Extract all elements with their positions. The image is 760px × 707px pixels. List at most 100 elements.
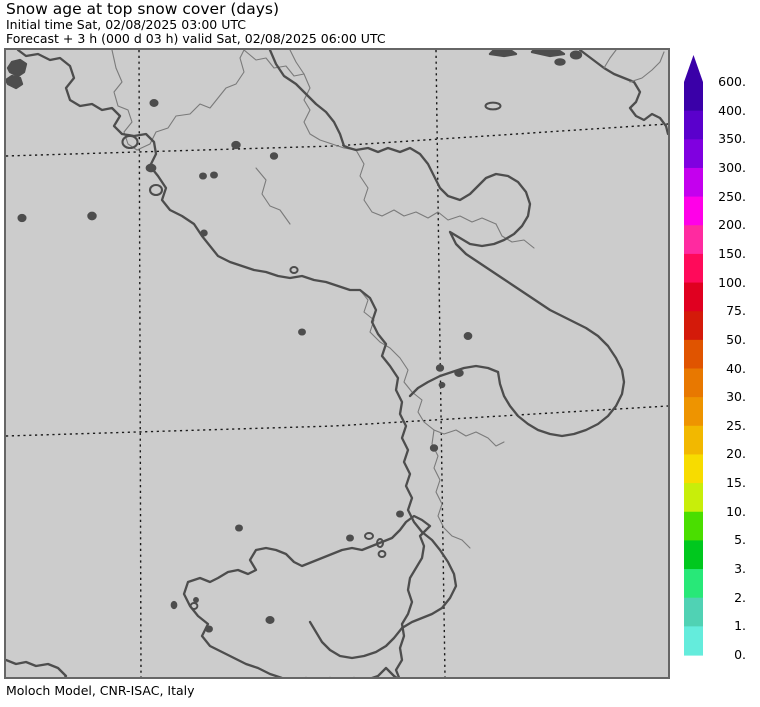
lake-abruzzo-b — [210, 171, 218, 179]
colorbar-tick-label: 1. — [734, 618, 746, 634]
coastline-sicily — [182, 514, 432, 677]
colorbar-band — [684, 253, 703, 284]
lake-bolsena — [121, 134, 139, 150]
boundary-molise-puglia — [495, 223, 535, 249]
colorbar-tick-label: 100. — [718, 274, 746, 290]
colorbar-tick-label: 30. — [726, 388, 746, 404]
colorbar-tick-label: 40. — [726, 360, 746, 376]
boundary-lazio-inland — [255, 167, 291, 225]
lake-small-umbria — [149, 99, 159, 107]
lake-molise — [231, 140, 241, 150]
coastline-croatia-inland-b — [629, 51, 665, 83]
colorbar-band — [684, 282, 703, 312]
colorbar-tick-label: 10. — [726, 503, 746, 519]
island-tremiti — [484, 101, 502, 111]
colorbar-tick-label: 350. — [718, 131, 746, 147]
colorbar-svg — [684, 55, 703, 656]
island-ustica — [346, 534, 354, 542]
boundary-abruzzo-molise — [355, 149, 497, 225]
colorbar-tick-label: 250. — [718, 188, 746, 204]
colorbar-tick-labels: 600. 400. 350. 300. 250. 200. 150. 100. 75. 50. 40… — [716, 50, 760, 670]
colorbar-band — [684, 167, 703, 198]
colorbar-tick-label: 600. — [718, 73, 746, 89]
boundary-campania-basilicata — [359, 289, 435, 431]
lake-puglia — [463, 332, 473, 340]
colorbar-band — [684, 311, 703, 341]
island-egadi-a — [170, 600, 178, 610]
coastline-croatia-inland — [603, 50, 617, 69]
boundary-basilicata-calabria — [431, 429, 471, 549]
coastline-tuscan-islands-a — [6, 58, 28, 78]
island-aeolian-c — [377, 550, 387, 558]
lake-trasimeno — [145, 163, 157, 173]
colorbar-band — [684, 368, 703, 398]
lake-abruzzo-a — [199, 172, 207, 180]
colorbar-tick-label: 20. — [726, 446, 746, 462]
island-dalmatia-d — [569, 50, 583, 60]
colorbar-tick-label: 200. — [718, 217, 746, 232]
graticule-parallel-40n — [6, 405, 668, 437]
lake-bracciano — [148, 183, 164, 197]
lake-basilicata-a — [435, 364, 445, 372]
island-egadi-c — [193, 597, 199, 603]
model-credit: Moloch Model, CNR-ISAC, Italy — [6, 683, 195, 698]
island-sicily-inland-b — [205, 625, 213, 633]
colorbar-band — [684, 454, 703, 484]
colorbar-tick-label: 400. — [718, 102, 746, 118]
map-canvas[interactable] — [4, 48, 670, 679]
colorbar-tick-label: 2. — [734, 589, 746, 605]
island-egadi-b — [189, 602, 199, 610]
coastline-ionian-gulf — [408, 364, 500, 398]
colorbar-band — [684, 597, 703, 627]
lake-marche — [269, 152, 279, 160]
island-dalmatia-b — [530, 50, 566, 58]
colorbar — [678, 50, 710, 662]
colorbar-tick-label: 3. — [734, 560, 746, 576]
lake-basilicata-c — [438, 381, 446, 389]
colorbar-tick-label: 5. — [734, 532, 746, 548]
island-ponza — [298, 328, 306, 336]
graticule-parallel-42n — [6, 123, 668, 157]
lake-fucino — [200, 229, 208, 237]
island-alicudi — [396, 510, 404, 518]
colorbar-band — [684, 425, 703, 456]
colorbar-band — [684, 82, 703, 112]
map-background — [6, 50, 668, 677]
colorbar-band — [684, 540, 703, 570]
colorbar-tick-label: 50. — [726, 331, 746, 347]
colorbar-band — [684, 139, 703, 169]
boundary-marche-north — [243, 50, 305, 77]
colorbar-band — [684, 483, 703, 513]
colorbar-overflow-arrow — [684, 55, 703, 82]
island-tyrrhenian-a — [235, 524, 243, 532]
colorbar-tick-label: 75. — [726, 302, 746, 318]
colorbar-band — [684, 626, 703, 656]
boundary-umbria-marche — [136, 50, 245, 151]
colorbar-tick-label: 300. — [718, 159, 746, 175]
initial-time-line: Initial time Sat, 02/08/2025 03:00 UTC — [6, 17, 247, 32]
colorbar-tick-label: 25. — [726, 417, 746, 433]
island-dalmatia-a — [488, 50, 518, 58]
island-aeolian-b — [376, 538, 384, 548]
coastline-adriatic — [268, 50, 626, 438]
colorbar-tick-label: 15. — [726, 474, 746, 490]
colorbar-band — [684, 225, 703, 255]
forecast-valid-line: Forecast + 3 h (000 d 03 h) valid Sat, 0… — [6, 30, 386, 46]
colorbar-band — [684, 196, 703, 226]
colorbar-tick-label: 150. — [718, 245, 746, 261]
colorbar-band — [684, 110, 703, 140]
island-giglio — [17, 213, 27, 223]
boundary-basilicata-puglia — [433, 429, 505, 447]
map-panel[interactable] — [4, 48, 670, 679]
coastline-sardinia-edge — [6, 658, 68, 677]
coastlines — [6, 50, 668, 677]
colorbar-band — [684, 339, 703, 370]
coastline-tyrrhenian — [16, 50, 458, 660]
colorbar-band — [684, 511, 703, 541]
colorbar-bands — [684, 55, 703, 656]
boundary-marche-romagna — [289, 50, 305, 75]
island-dalmatia-c — [554, 58, 566, 66]
island-montecristo — [87, 211, 97, 221]
colorbar-band — [684, 569, 703, 599]
graticule-meridian-15e — [435, 50, 446, 677]
